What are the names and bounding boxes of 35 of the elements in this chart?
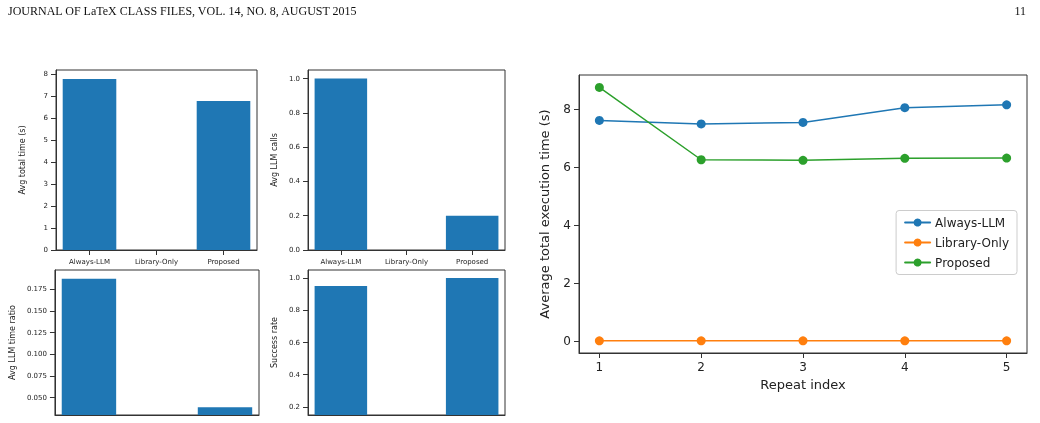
point	[1002, 153, 1012, 163]
x-tick-label: 2	[697, 360, 705, 374]
x-tick-label: 3	[799, 360, 807, 374]
y-tick-label: 2	[563, 275, 571, 290]
point	[1002, 336, 1012, 346]
point	[900, 153, 910, 163]
point	[594, 82, 604, 92]
legend-label: Always-LLM	[935, 215, 1006, 230]
point	[798, 155, 808, 165]
x-axis-title: Repeat index	[760, 376, 847, 392]
point	[1002, 100, 1012, 110]
point	[594, 336, 604, 346]
y-axis-title: Avg total time (s)	[17, 125, 27, 195]
x-tick-label: 1	[595, 360, 604, 374]
y-tick-label: 6	[563, 160, 571, 175]
legend-label: Library-Only	[935, 235, 1010, 250]
x-tick-label: 4	[901, 360, 909, 374]
point	[696, 119, 706, 129]
y-axis-title: Success rate	[269, 316, 279, 368]
x-tick-label: 5	[1002, 360, 1011, 374]
y-tick-label: 8	[563, 102, 571, 117]
text: 11	[1014, 4, 1026, 19]
point	[696, 336, 706, 346]
point	[594, 115, 604, 125]
point	[696, 155, 706, 165]
text: JOURNAL OF LaTeX CLASS FILES, VOL. 14, NO. 8, AUGUST 2015	[8, 4, 357, 19]
point	[798, 117, 808, 127]
point	[900, 103, 910, 113]
y-axis-title: Avg LLM calls	[269, 133, 279, 187]
point	[798, 336, 808, 346]
y-tick-label: 0	[563, 333, 571, 348]
y-tick-label: 4	[563, 218, 571, 233]
y-axis-title: Average total execution time (s)	[537, 109, 552, 319]
y-axis-title: Avg LLM time ratio	[7, 305, 17, 380]
point	[900, 336, 910, 346]
